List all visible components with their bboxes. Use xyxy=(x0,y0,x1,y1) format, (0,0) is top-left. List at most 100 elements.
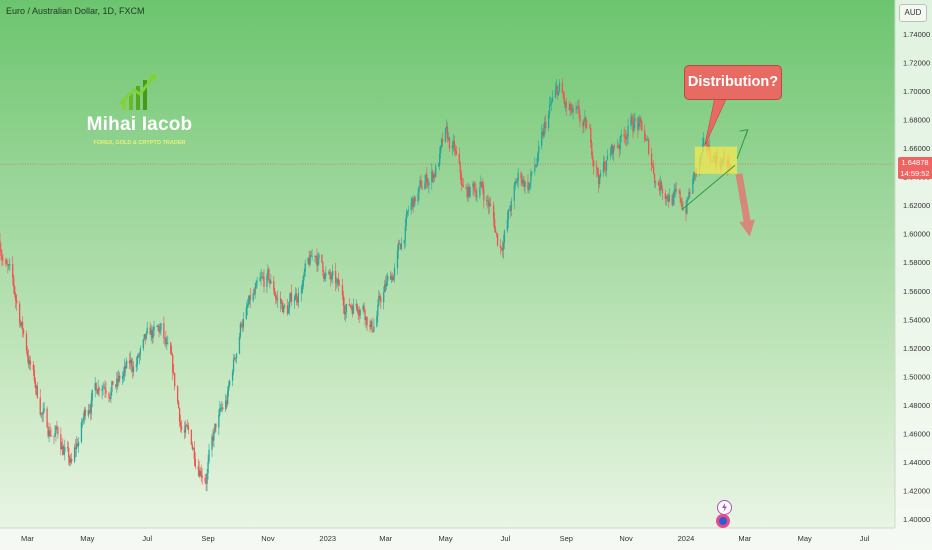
candle-body xyxy=(109,397,111,399)
candle-body xyxy=(577,106,579,108)
candle-body xyxy=(47,427,49,437)
candle-body xyxy=(351,307,353,314)
candle-body xyxy=(226,400,228,405)
time-axis-panel[interactable] xyxy=(0,528,895,550)
candle-body xyxy=(105,389,107,394)
distribution-zone[interactable] xyxy=(694,146,738,174)
candle-body xyxy=(225,400,227,410)
candle-body xyxy=(433,174,435,179)
candle-body xyxy=(245,307,247,320)
candle-body xyxy=(142,339,144,349)
candle-body xyxy=(371,320,373,331)
lightning-event-icon[interactable] xyxy=(717,500,732,515)
candle-body xyxy=(260,277,262,279)
x-tick-label: Mar xyxy=(379,534,392,543)
candle-body xyxy=(108,393,110,398)
candle-body xyxy=(689,192,691,194)
candle-body xyxy=(157,325,159,327)
candle-body xyxy=(542,131,544,136)
candle-body xyxy=(53,436,55,437)
candle-body xyxy=(476,195,478,197)
candle-body xyxy=(310,255,312,257)
candle-body xyxy=(83,409,86,418)
candle-body xyxy=(63,451,65,455)
candle-body xyxy=(205,481,207,484)
candle-body xyxy=(386,280,388,287)
candle-body xyxy=(469,186,471,197)
candle-body xyxy=(366,316,368,325)
candle-body xyxy=(164,338,166,339)
projection-down-arrow[interactable] xyxy=(735,173,755,237)
candle-body xyxy=(303,272,305,277)
candle-body xyxy=(627,125,629,137)
candle-body xyxy=(270,281,272,284)
candle-body xyxy=(240,323,243,325)
distribution-callout[interactable]: Distribution? xyxy=(684,65,782,100)
candle-body xyxy=(280,298,282,304)
candle-body xyxy=(632,123,634,131)
currency-badge[interactable]: AUD xyxy=(899,4,927,22)
candle-body xyxy=(640,118,642,121)
candle-body xyxy=(33,369,35,381)
candle-body xyxy=(139,348,141,355)
x-tick-label: Jul xyxy=(142,534,152,543)
candle-body xyxy=(370,320,372,328)
candle-body xyxy=(259,278,261,281)
candle-body xyxy=(403,240,405,244)
candle-body xyxy=(239,323,242,337)
candle-body xyxy=(551,97,554,102)
candle-body xyxy=(115,384,117,387)
support-trendline[interactable] xyxy=(681,164,736,210)
candle-body xyxy=(91,389,93,401)
candle-body xyxy=(276,299,278,300)
candle-body xyxy=(693,172,695,179)
candle-body xyxy=(564,102,566,104)
candle-body xyxy=(572,108,574,113)
candle-body xyxy=(466,187,468,198)
candle-body xyxy=(341,285,344,296)
candle-body xyxy=(634,117,636,122)
candle-body xyxy=(440,138,443,146)
candle-body xyxy=(507,210,509,220)
candle-body xyxy=(75,443,78,450)
economic-event-icon[interactable] xyxy=(716,514,730,528)
candle-body xyxy=(183,429,186,433)
candle-body xyxy=(118,375,120,382)
candle-body xyxy=(22,329,25,334)
candle-body xyxy=(277,298,279,300)
candle-body xyxy=(458,153,460,163)
candle-body xyxy=(638,122,640,130)
candle-body xyxy=(438,153,441,165)
candle-body xyxy=(666,195,668,199)
candle-body xyxy=(213,431,215,441)
candle-body xyxy=(571,110,573,113)
candle-body xyxy=(206,473,208,484)
candle-body xyxy=(421,186,423,190)
candle-body xyxy=(136,355,139,365)
price-axis-panel[interactable] xyxy=(895,0,932,550)
candle-body xyxy=(386,275,389,281)
candle-body xyxy=(474,189,476,191)
candle-body xyxy=(190,429,193,445)
y-tick-label: 1.50000 xyxy=(903,372,930,381)
candle-body xyxy=(373,326,375,332)
candle-body xyxy=(7,263,9,266)
candle-body xyxy=(427,183,429,186)
candle-body xyxy=(461,183,463,186)
candle-body xyxy=(211,436,213,450)
candle-body xyxy=(524,181,526,187)
candle-body xyxy=(293,300,296,302)
candle-body xyxy=(687,197,689,200)
candle-body xyxy=(123,365,126,373)
candle-body xyxy=(667,198,669,202)
candle-body xyxy=(612,146,614,154)
candle-body xyxy=(625,136,627,140)
candle-body xyxy=(70,459,73,462)
y-tick-label: 1.72000 xyxy=(903,59,930,68)
candle-body xyxy=(62,446,64,455)
candle-body xyxy=(509,209,511,212)
candle-body xyxy=(192,448,194,450)
candle-body xyxy=(619,136,621,150)
candle-body xyxy=(116,378,118,387)
